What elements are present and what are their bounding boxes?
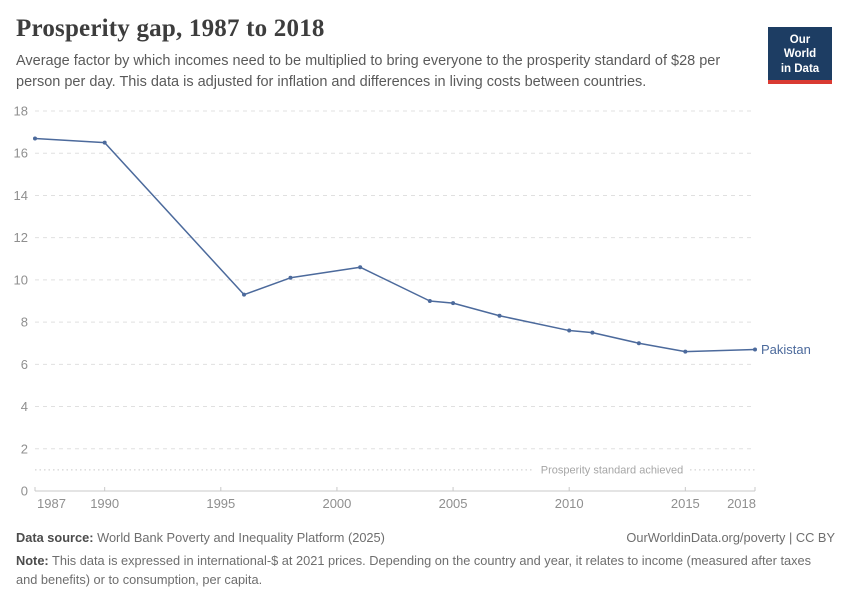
chart-header: Prosperity gap, 1987 to 2018 Our World i… <box>0 14 850 85</box>
note-line: Note: This data is expressed in internat… <box>16 552 835 589</box>
x-axis-tick-label: 2005 <box>439 496 468 511</box>
line-chart-canvas[interactable]: 0 2 4 6 8 10 12 14 16 18 1987 1990 1995 2000 2005 2010 2… <box>0 99 850 524</box>
trend-line-pakistan[interactable] <box>34 137 756 353</box>
data-point[interactable] <box>590 330 595 335</box>
y-axis-tick-label: 6 <box>21 357 28 372</box>
x-axis-tick-label: 1995 <box>206 496 235 511</box>
y-axis-tick-label: 14 <box>14 188 28 203</box>
data-source-label: Data source: <box>16 530 94 546</box>
y-axis-tick-label: 18 <box>14 104 28 119</box>
x-axis-tick-label: 2010 <box>555 496 584 511</box>
owid-logo-line1: Our World <box>783 34 817 61</box>
data-point[interactable] <box>242 292 247 297</box>
x-axis-tick-label: 2018 <box>727 496 756 511</box>
x-axis-tick-label: 2000 <box>322 496 351 511</box>
data-point[interactable] <box>358 265 363 270</box>
owid-logo[interactable]: Our World in Data <box>768 27 832 85</box>
y-axis-tick-label: 2 <box>21 441 28 456</box>
page-title: Prosperity gap, 1987 to 2018 <box>16 15 325 42</box>
data-source-text: World Bank Poverty and Inequality Platfo… <box>97 530 385 546</box>
owid-logo-line2: in Data <box>780 62 820 75</box>
data-point[interactable] <box>288 275 293 280</box>
note-label: Note: <box>16 553 49 569</box>
y-axis-tick-label: 16 <box>14 146 28 161</box>
data-point[interactable] <box>451 301 456 306</box>
chart-footer: Data source: World Bank Poverty and Ineq… <box>0 524 850 589</box>
x-axis-tick-label: 1990 <box>90 496 119 511</box>
x-axis-tick-label: 2015 <box>671 496 700 511</box>
data-source-line: Data source: World Bank Poverty and Ineq… <box>16 530 385 545</box>
data-point[interactable] <box>753 347 757 352</box>
footer-link[interactable]: OurWorldinData.org/poverty | CC BY <box>626 530 835 546</box>
data-point[interactable] <box>427 299 432 304</box>
data-point[interactable] <box>102 140 107 145</box>
entity-label-pakistan[interactable]: Pakistan <box>761 342 811 357</box>
y-axis-tick-label: 10 <box>14 272 28 287</box>
chart-subtitle: Average factor by which incomes need to … <box>16 53 721 91</box>
prosperity-standard-label: Prosperity standard achieved <box>541 464 683 476</box>
note-text: This data is expressed in international-… <box>16 553 812 587</box>
data-point[interactable] <box>636 341 641 346</box>
data-point[interactable] <box>33 136 37 141</box>
data-point[interactable] <box>567 328 572 333</box>
data-point[interactable] <box>683 349 688 354</box>
x-axis-tick-label: 1987 <box>37 496 66 511</box>
y-axis-tick-label: 12 <box>14 230 28 245</box>
y-axis-tick-label: 0 <box>21 484 28 499</box>
y-axis-tick-label: 4 <box>21 399 28 414</box>
data-point[interactable] <box>497 313 502 318</box>
y-axis-tick-label: 8 <box>21 315 28 330</box>
